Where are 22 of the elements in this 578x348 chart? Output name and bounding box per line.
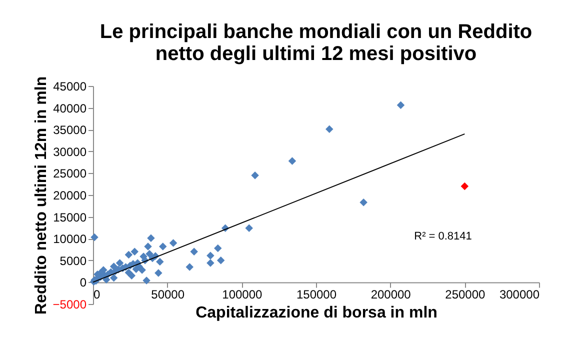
x-axis-title: Capitalizzazione di borsa in mln [196,304,438,322]
y-tick-label: 10000 [53,232,87,246]
x-tick-label: 150000 [296,288,337,302]
y-tick-label: 35000 [53,123,87,138]
x-tick-label: 200000 [370,288,412,302]
y-tick-label: 5000 [60,254,87,268]
y-tick-label: 45000 [53,80,87,94]
annotation: R² = 0.8141 [414,230,472,242]
y-tick-label: 15000 [53,210,87,224]
y-tick-label: 0 [80,276,87,290]
y-tick-label: 40000 [53,101,87,116]
x-tick-label: 0 [94,288,100,302]
x-tick-label: 250000 [445,288,486,302]
y-tick-label: −5000 [52,298,87,312]
y-axis-title: Reddito netto ultimi 12m in mln [32,76,50,315]
x-tick-label: 300000 [499,288,540,302]
x-tick-label: 50000 [151,288,185,302]
x-tick-label: 100000 [222,288,263,302]
chart-title: Le principali banche mondiali con un Reddito netto degli ultimi 12 mesi positivo [100,20,532,65]
y-tick-label: 25000 [53,166,87,181]
y-tick-label: 30000 [53,144,87,159]
y-tick-label: 20000 [53,188,87,202]
